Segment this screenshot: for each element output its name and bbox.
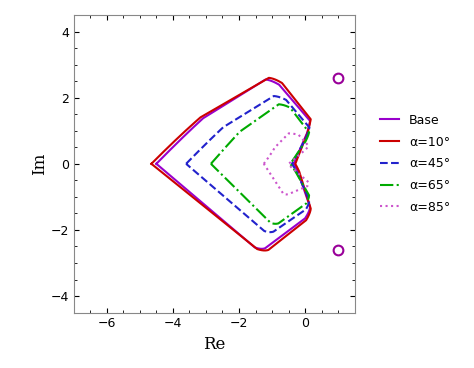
α=65° xyxy=(276,102,282,106)
α=45° xyxy=(267,230,273,234)
Line: α=10°: α=10° xyxy=(151,78,311,251)
α=10° xyxy=(148,162,154,166)
Y-axis label: Im: Im xyxy=(31,153,48,175)
α=10° xyxy=(305,130,310,134)
Base xyxy=(154,162,159,166)
Line: Base: Base xyxy=(156,79,310,249)
α=45° xyxy=(267,230,273,234)
α=65° xyxy=(273,222,278,226)
α=10° xyxy=(262,248,268,253)
α=65° xyxy=(208,162,214,166)
α=85° xyxy=(286,131,292,135)
α=65° xyxy=(306,194,312,198)
α=85° xyxy=(292,132,298,136)
α=85° xyxy=(283,192,289,197)
α=10° xyxy=(270,77,276,81)
Base xyxy=(263,77,268,82)
α=65° xyxy=(290,165,295,170)
α=10° xyxy=(262,248,267,253)
α=45° xyxy=(278,95,284,100)
α=85° xyxy=(290,131,295,136)
α=10° xyxy=(294,166,300,170)
α=85° xyxy=(302,148,308,152)
α=65° xyxy=(283,103,289,108)
Base xyxy=(271,79,276,84)
α=45° xyxy=(292,165,297,170)
α=85° xyxy=(261,162,267,166)
Base xyxy=(267,78,273,82)
α=45° xyxy=(307,199,312,204)
α=85° xyxy=(283,192,289,197)
Base xyxy=(293,166,299,170)
Line: α=65°: α=65° xyxy=(211,104,309,224)
α=45° xyxy=(183,162,189,166)
α=45° xyxy=(303,135,309,140)
α=85° xyxy=(306,180,311,185)
α=65° xyxy=(280,103,285,107)
Base xyxy=(154,162,159,166)
α=65° xyxy=(272,222,278,226)
Line: α=85°: α=85° xyxy=(264,133,309,194)
Line: α=45°: α=45° xyxy=(186,96,310,232)
α=10° xyxy=(266,75,272,80)
α=45° xyxy=(183,162,189,166)
α=10° xyxy=(308,208,313,212)
α=65° xyxy=(208,162,214,166)
Legend: Base, α=10°, α=45°, α=65°, α=85°: Base, α=10°, α=45°, α=65°, α=85° xyxy=(375,109,456,219)
α=65° xyxy=(303,139,309,143)
α=10° xyxy=(273,78,279,82)
α=85° xyxy=(261,162,267,166)
X-axis label: Re: Re xyxy=(203,336,226,353)
α=45° xyxy=(275,95,281,99)
α=45° xyxy=(271,94,276,98)
Base xyxy=(307,206,313,210)
Base xyxy=(304,131,310,135)
α=10° xyxy=(148,162,154,166)
α=85° xyxy=(288,164,294,169)
Base xyxy=(258,247,264,251)
Base xyxy=(259,247,264,251)
